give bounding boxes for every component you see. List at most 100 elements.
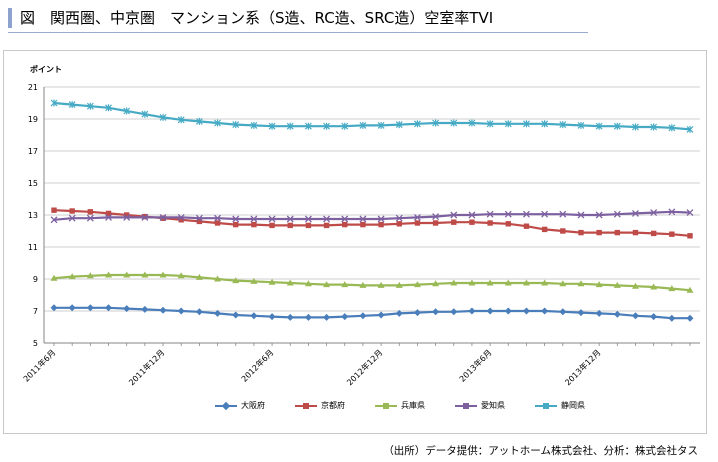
series-point [141, 305, 149, 313]
series-point [250, 121, 258, 129]
legend-label: 愛知県 [481, 401, 505, 410]
series-point [342, 221, 348, 228]
series-point [87, 209, 94, 215]
series-point [195, 308, 203, 316]
legend-item: 大阪府 [215, 400, 265, 411]
figure-title: 図 関西圏、中京圏 マンション系（S造、RC造、SRC造）空室率TVI [20, 9, 494, 27]
series-point [232, 311, 240, 319]
series-point [123, 107, 131, 115]
series-point [177, 307, 185, 315]
series-point [286, 215, 294, 223]
series-point [323, 222, 330, 229]
series-point [214, 214, 222, 222]
y-tick-label: 19 [28, 115, 38, 124]
series-point [50, 274, 58, 281]
series-line [54, 306, 690, 320]
x-tick-label: 2012年6月 [239, 347, 275, 383]
series-point [395, 309, 403, 317]
series-point [468, 211, 476, 219]
legend-label: 大阪府 [241, 401, 265, 410]
series-point [69, 208, 75, 214]
series-point [214, 119, 221, 127]
series-point [395, 214, 403, 222]
series-point [650, 123, 658, 131]
series-point [613, 281, 621, 288]
source-note: （出所）データ提供：アットホーム株式会社、分析：株式会社タス [383, 445, 698, 457]
series-point [105, 271, 113, 278]
series-line [53, 210, 691, 221]
legend-swatch [375, 402, 397, 409]
y-tick-label: 13 [28, 211, 38, 220]
series-point [304, 280, 312, 287]
series-point [577, 309, 585, 317]
series-point [123, 305, 131, 313]
series-point [504, 120, 512, 128]
series-point [105, 304, 113, 312]
series-point [504, 210, 512, 218]
y-tick-label: 9 [33, 275, 38, 284]
series-point [631, 312, 639, 320]
y-tick-label: 15 [28, 179, 38, 188]
series-point [686, 286, 694, 293]
series-point [51, 207, 57, 213]
series-point [286, 279, 294, 286]
series-point [232, 215, 240, 223]
series-point [450, 211, 458, 219]
series-point [414, 220, 421, 226]
series-point [468, 307, 476, 315]
legend-label: 京都府 [321, 401, 345, 410]
series-point [468, 119, 476, 127]
series-point [323, 215, 331, 223]
series-point [286, 122, 294, 130]
series-point [268, 215, 276, 223]
series-point [413, 213, 421, 221]
x-tick-label: 2012年12月 [345, 347, 385, 387]
series-point [650, 313, 658, 321]
series-point [686, 125, 694, 133]
chart-frame [3, 50, 707, 434]
series-point [522, 279, 530, 286]
series-point [559, 210, 567, 218]
series-point [214, 309, 222, 317]
series-point [632, 123, 639, 131]
y-tick-label: 17 [28, 147, 38, 156]
series-point [522, 210, 530, 218]
series-point [286, 313, 294, 321]
y-tick-label: 5 [33, 339, 38, 348]
series-point [559, 308, 567, 316]
series-point [287, 222, 293, 229]
series-point [595, 281, 603, 288]
series-point [504, 307, 512, 315]
series-point [86, 214, 94, 222]
series-point [141, 110, 149, 118]
series-point [486, 120, 494, 128]
series-point [304, 122, 312, 130]
series-point [68, 273, 76, 280]
series-point [595, 211, 603, 219]
series-point [577, 211, 585, 219]
series-line [53, 273, 691, 292]
series-point [395, 121, 403, 129]
y-tick-label: 21 [28, 83, 38, 92]
series-line [53, 101, 691, 131]
legend-swatch [215, 401, 237, 410]
series-point [432, 213, 440, 221]
legend-label: 兵庫県 [401, 401, 425, 410]
series-point [178, 217, 184, 223]
series-point [141, 271, 149, 278]
series-point [486, 307, 494, 315]
series-point [432, 280, 440, 287]
series-point [50, 216, 58, 224]
x-tick-label: 2011年6月 [21, 347, 57, 383]
series-point [577, 280, 585, 287]
series-point [432, 119, 440, 127]
series-point [631, 282, 639, 289]
series-point [377, 281, 385, 288]
series-point [68, 304, 76, 312]
series-point [469, 219, 475, 225]
series-point [177, 213, 185, 221]
series-point [595, 122, 603, 130]
legend-item: 京都府 [295, 400, 345, 411]
series-point [232, 121, 240, 129]
series-point [105, 210, 112, 217]
